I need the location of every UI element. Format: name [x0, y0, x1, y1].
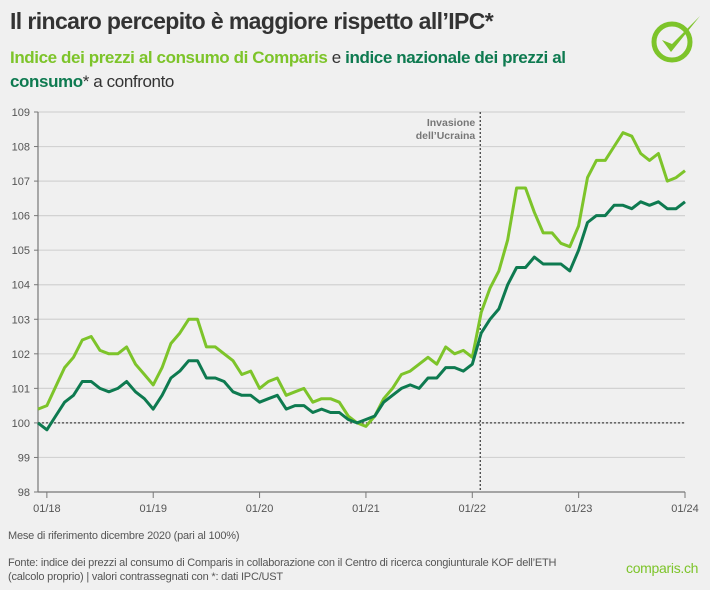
y-tick-label: 106	[12, 211, 30, 223]
x-tick-label: 01/21	[352, 503, 380, 515]
subtitle-and: e	[327, 48, 346, 67]
subtitle-comparis: Indice dei prezzi al consumo di Comparis	[10, 48, 328, 67]
x-tick-label: 01/18	[33, 503, 61, 515]
x-tick-label: 01/23	[565, 503, 593, 515]
x-tick-label: 01/24	[671, 503, 699, 515]
source-note: Fonte: indice dei prezzi al consumo di C…	[8, 557, 557, 583]
annotation-label: Invasione	[427, 117, 476, 129]
x-tick-label: 01/20	[246, 503, 274, 515]
chart-subtitle: Indice dei prezzi al consumo di Comparis…	[10, 46, 610, 94]
y-tick-label: 102	[12, 349, 30, 361]
series-line-comparis	[37, 131, 686, 428]
comparis-logo: comparis.ch	[626, 560, 699, 576]
y-tick-label: 98	[18, 487, 30, 499]
subtitle-cpi: indice nazionale dei prezzi al consumo	[10, 48, 566, 91]
x-tick-label: 01/19	[139, 503, 167, 515]
y-tick-label: 104	[12, 280, 30, 292]
y-tick-label: 109	[12, 107, 30, 119]
line-chart: 98 99 100 101 102 103 104 105 106 107 108 109 01/18 0…	[12, 107, 699, 515]
y-tick-label: 101	[12, 383, 30, 395]
y-tick-label: 99	[18, 452, 30, 464]
chart-title: Il rincaro percepito è maggiore rispetto…	[10, 8, 494, 34]
reference-note: Mese di riferimento dicembre 2020 (pari …	[8, 530, 240, 542]
y-tick-label: 107	[12, 176, 30, 188]
check-circle-icon	[651, 16, 700, 63]
x-tick-label: 01/22	[459, 503, 487, 515]
subtitle-suffix: * a confronto	[82, 72, 175, 91]
y-tick-label: 108	[12, 142, 30, 154]
series-line-cpi	[37, 200, 686, 432]
annotation-label: dell’Ucraina	[416, 130, 476, 142]
y-tick-label: 100	[12, 418, 30, 430]
y-tick-label: 103	[12, 314, 30, 326]
y-tick-label: 105	[12, 245, 30, 257]
